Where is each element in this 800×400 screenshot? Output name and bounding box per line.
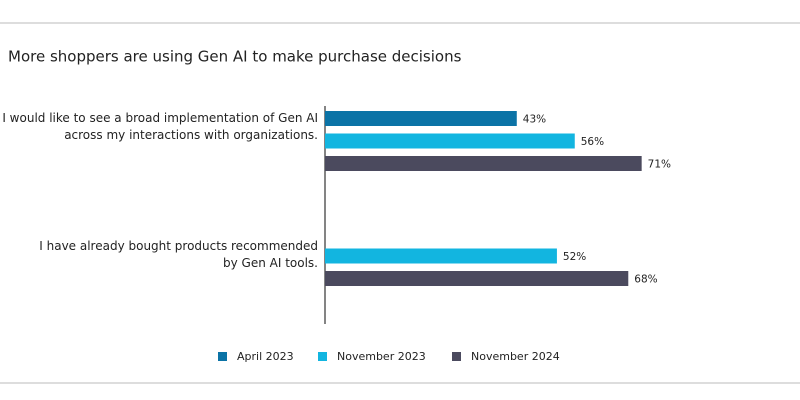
category-label: I would like to see a broad implementati… [2, 111, 318, 125]
category-label: I have already bought products recommend… [39, 239, 318, 253]
bar [325, 111, 517, 126]
legend-label: November 2023 [337, 350, 426, 363]
category-label: by Gen AI tools. [223, 256, 318, 270]
bar [325, 248, 557, 264]
legend-label: April 2023 [237, 350, 294, 363]
bar [325, 133, 575, 149]
legend-label: November 2024 [471, 350, 560, 363]
value-label: 71% [648, 159, 671, 171]
value-label: 56% [581, 136, 604, 148]
chart-title: More shoppers are using Gen AI to make p… [8, 48, 462, 66]
bar [325, 271, 629, 286]
value-label: 43% [523, 114, 546, 126]
value-label: 52% [563, 251, 586, 263]
category-label: across my interactions with organization… [64, 128, 318, 142]
legend-swatch [452, 352, 461, 361]
legend-swatch [218, 352, 227, 361]
legend-swatch [318, 352, 327, 361]
bar [325, 156, 642, 171]
value-label: 68% [634, 274, 657, 286]
